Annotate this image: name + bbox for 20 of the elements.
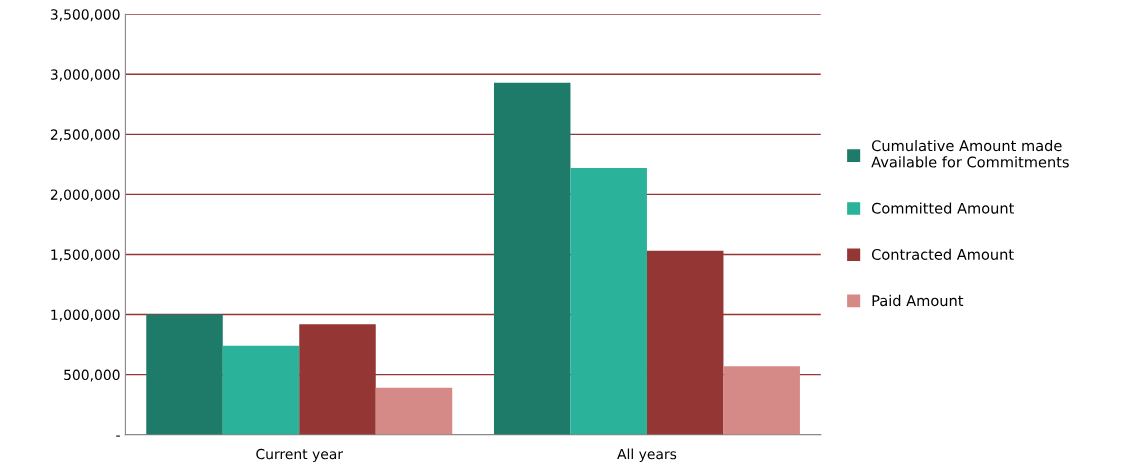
y-tick-label: 3,500,000 — [50, 9, 120, 22]
y-tick-label: 1,500,000 — [51, 249, 120, 262]
x-tick-label: All years — [617, 448, 677, 462]
x-tick-label: Current year — [256, 448, 344, 462]
legend-label: Committed Amount — [871, 202, 1014, 214]
bar — [146, 314, 223, 435]
bar — [723, 366, 800, 435]
y-tick-label: 2,000,000 — [50, 189, 120, 202]
y-tick-label: 3,000,000 — [50, 69, 120, 82]
y-tick-label: 2,500,000 — [50, 129, 120, 142]
legend-label: Contracted Amount — [871, 248, 1014, 260]
bar — [493, 82, 571, 435]
y-tick-label: - — [116, 435, 120, 437]
bar — [222, 345, 300, 435]
y-tick-label: 500,000 — [64, 369, 120, 382]
bar — [570, 167, 647, 435]
y-tick-label: 1,000,000 — [51, 309, 120, 322]
legend-label: Cumulative Amount made Available for Commitments — [871, 139, 1069, 168]
legend-label: Paid Amount — [872, 294, 964, 307]
bar — [375, 387, 453, 435]
